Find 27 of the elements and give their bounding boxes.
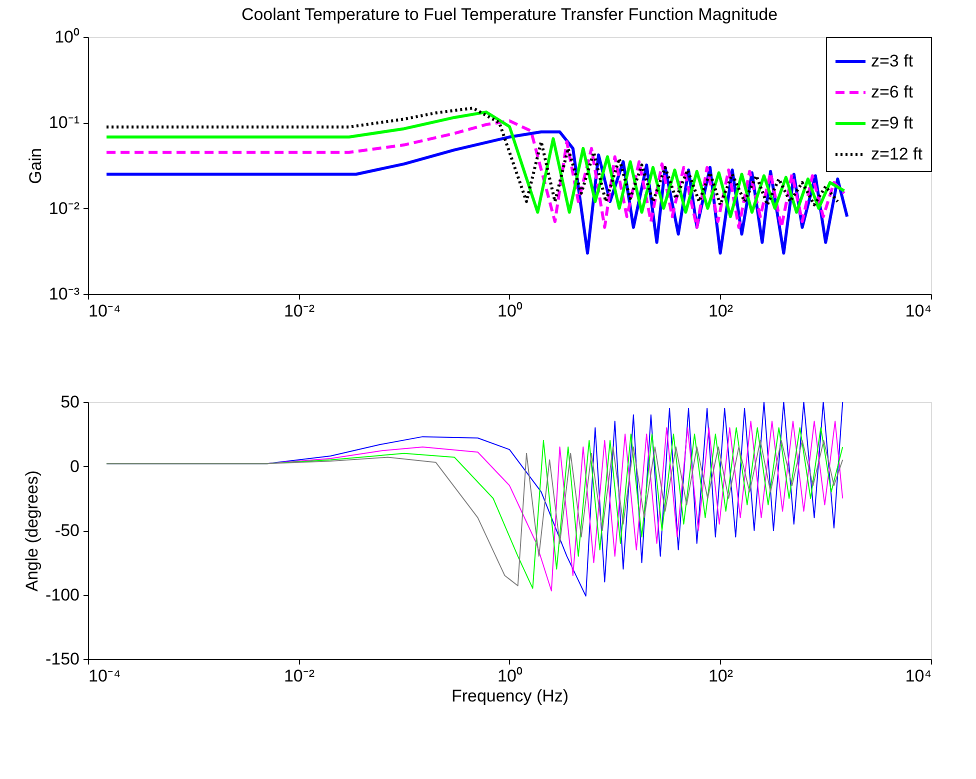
legend-label: z=12 ft [871,144,923,164]
x-tick-label: 10⁻⁴ [88,666,121,686]
legend-label: z=6 ft [871,82,914,102]
y-tick-label: 10⁰ [54,28,80,46]
y-axis-title: Gain [26,148,45,184]
x-tick-label: 10⁴ [905,666,932,686]
y-tick-label: 0 [70,456,80,476]
y-tick-label: 10⁻² [48,198,80,218]
y-axis-title: Angle (degrees) [22,470,42,592]
y-tick-label: -150 [45,650,80,668]
x-tick-label: 10⁰ [498,666,522,686]
legend-label: z=9 ft [871,114,914,132]
x-tick-label: 10⁻² [284,666,315,686]
y-tick-label: 50 [60,392,80,412]
x-axis-title: Frequency (Hz) [451,686,569,706]
x-tick-label: 10⁻⁴ [88,302,121,320]
x-tick-label: 10² [708,666,734,686]
chart-title: Coolant Temperature to Fuel Temperature Transfer Function Magnitude [241,5,778,24]
y-tick-label: 10⁻¹ [48,113,80,132]
y-tick-label: 10⁻³ [48,284,80,304]
x-tick-label: 10⁴ [905,302,932,320]
x-tick-label: 10⁻² [284,302,315,320]
legend-label: z=3 ft [871,52,914,70]
y-tick-label: -100 [45,585,80,604]
x-tick-label: 10⁰ [498,302,522,320]
y-tick-label: -50 [54,521,80,540]
x-tick-label: 10² [708,302,734,320]
